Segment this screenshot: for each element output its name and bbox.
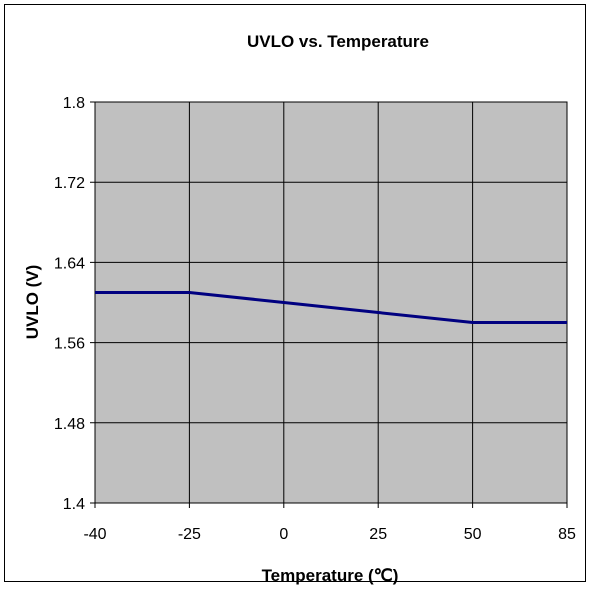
x-tick-label: -25 [178,526,201,543]
x-tick-label: -40 [83,526,106,543]
x-tick-label: 25 [369,526,387,543]
y-tick-label: 1.64 [54,255,85,272]
gridlines [90,101,568,508]
y-tick-label: 1.56 [54,336,85,353]
y-tick-label: 1.72 [54,175,85,192]
y-tick-label: 1.4 [63,496,85,513]
x-tick-label: 50 [464,526,482,543]
chart-title: UVLO vs. Temperature [247,32,429,51]
x-tick-labels: -40 -25 0 25 50 85 [83,526,576,543]
series-layer [95,290,567,325]
x-tick-label: 85 [558,526,576,543]
y-tick-label: 1.8 [63,95,85,112]
y-axis-label: UVLO (V) [23,265,42,340]
y-tick-labels: 1.8 1.72 1.64 1.56 1.48 1.4 [54,95,85,513]
series-line [95,290,567,325]
x-axis-label: Temperature (℃) [262,566,399,585]
x-tick-label: 0 [279,526,288,543]
plot-area [94,101,568,504]
y-tick-label: 1.48 [54,416,85,433]
